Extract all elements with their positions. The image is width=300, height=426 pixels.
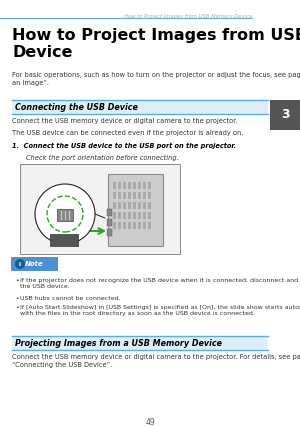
Bar [148, 212, 151, 219]
Bar [118, 222, 121, 229]
Bar [118, 202, 121, 209]
Bar [128, 212, 131, 219]
Text: i: i [19, 262, 21, 267]
Bar [143, 182, 146, 189]
Bar [133, 222, 136, 229]
Text: Connect the USB memory device or digital camera to the projector. For details, s: Connect the USB memory device or digital… [12, 354, 300, 368]
Text: If [Auto Start Slideshow] in [USB Settings] is specified as [On], the slide show: If [Auto Start Slideshow] in [USB Settin… [20, 305, 300, 316]
Text: Check the port orientation before connecting.: Check the port orientation before connec… [26, 155, 179, 161]
Bar [123, 202, 126, 209]
Bar [20, 164, 180, 254]
Bar [143, 202, 146, 209]
Text: 49: 49 [145, 418, 155, 426]
Bar [128, 192, 131, 199]
Bar [113, 192, 116, 199]
Text: For basic operations, such as how to turn on the projector or adjust the focus, : For basic operations, such as how to tur… [12, 72, 300, 86]
Bar [133, 182, 136, 189]
Bar [113, 222, 116, 229]
Text: The USB device can be connected even if the projector is already on.: The USB device can be connected even if … [12, 130, 243, 136]
Bar [113, 212, 116, 219]
Bar [133, 202, 136, 209]
Bar [148, 222, 151, 229]
Bar [113, 202, 116, 209]
Bar [107, 219, 112, 226]
Bar [123, 192, 126, 199]
Bar [138, 202, 141, 209]
Text: If the projector does not recognize the USB device when it is connected, disconn: If the projector does not recognize the … [20, 278, 300, 289]
Bar [12, 336, 268, 350]
Text: Projecting Images from a USB Memory Device: Projecting Images from a USB Memory Devi… [15, 339, 222, 348]
Bar [118, 212, 121, 219]
Bar [128, 202, 131, 209]
Text: 3: 3 [281, 109, 289, 121]
Text: •: • [15, 305, 19, 310]
Text: Connect the USB memory device or digital camera to the projector.: Connect the USB memory device or digital… [12, 118, 238, 124]
Text: 1.  Connect the USB device to the USB port on the projector.: 1. Connect the USB device to the USB por… [12, 143, 236, 149]
Bar [107, 229, 112, 236]
Bar [123, 182, 126, 189]
Text: How to Project Images from USB Memory Device: How to Project Images from USB Memory De… [124, 14, 252, 19]
Bar [148, 192, 151, 199]
Bar [148, 202, 151, 209]
FancyBboxPatch shape [11, 257, 58, 271]
Bar [107, 209, 112, 216]
Bar [118, 192, 121, 199]
Bar [113, 182, 116, 189]
Bar [133, 212, 136, 219]
Bar [128, 182, 131, 189]
Bar [138, 212, 141, 219]
Bar [138, 182, 141, 189]
Text: How to Project Images from USB Memory
Device: How to Project Images from USB Memory De… [12, 28, 300, 60]
Bar [143, 192, 146, 199]
Text: Connecting the USB Device: Connecting the USB Device [15, 103, 138, 112]
Bar [57, 209, 73, 221]
Circle shape [15, 259, 25, 269]
Bar [123, 212, 126, 219]
Bar [138, 192, 141, 199]
Bar [50, 234, 78, 246]
Bar [143, 222, 146, 229]
Text: USB hubs cannot be connected.: USB hubs cannot be connected. [20, 296, 121, 301]
Bar [123, 222, 126, 229]
Bar [143, 212, 146, 219]
Bar [270, 100, 300, 130]
Text: •: • [15, 278, 19, 283]
Text: Note: Note [25, 261, 44, 267]
Bar [108, 174, 163, 246]
Bar [128, 222, 131, 229]
Bar [118, 182, 121, 189]
Text: •: • [15, 296, 19, 301]
Bar [133, 192, 136, 199]
Bar [138, 222, 141, 229]
Circle shape [35, 184, 95, 244]
Bar [148, 182, 151, 189]
Bar [12, 100, 268, 114]
